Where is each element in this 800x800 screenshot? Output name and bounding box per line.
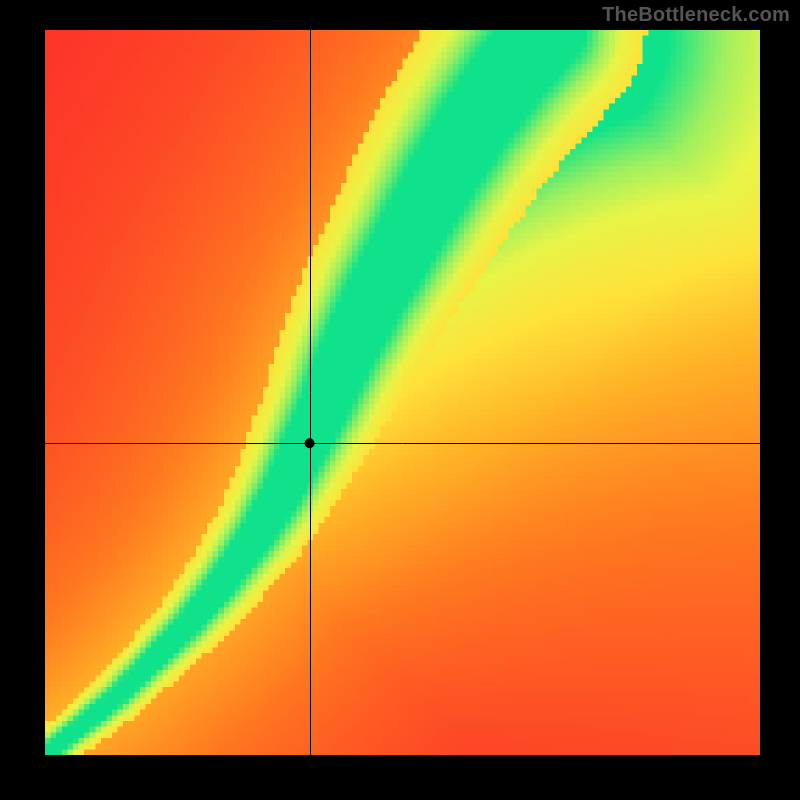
- chart-frame: TheBottleneck.com: [0, 0, 800, 800]
- overlay-canvas: [45, 30, 760, 755]
- watermark-text: TheBottleneck.com: [602, 4, 790, 27]
